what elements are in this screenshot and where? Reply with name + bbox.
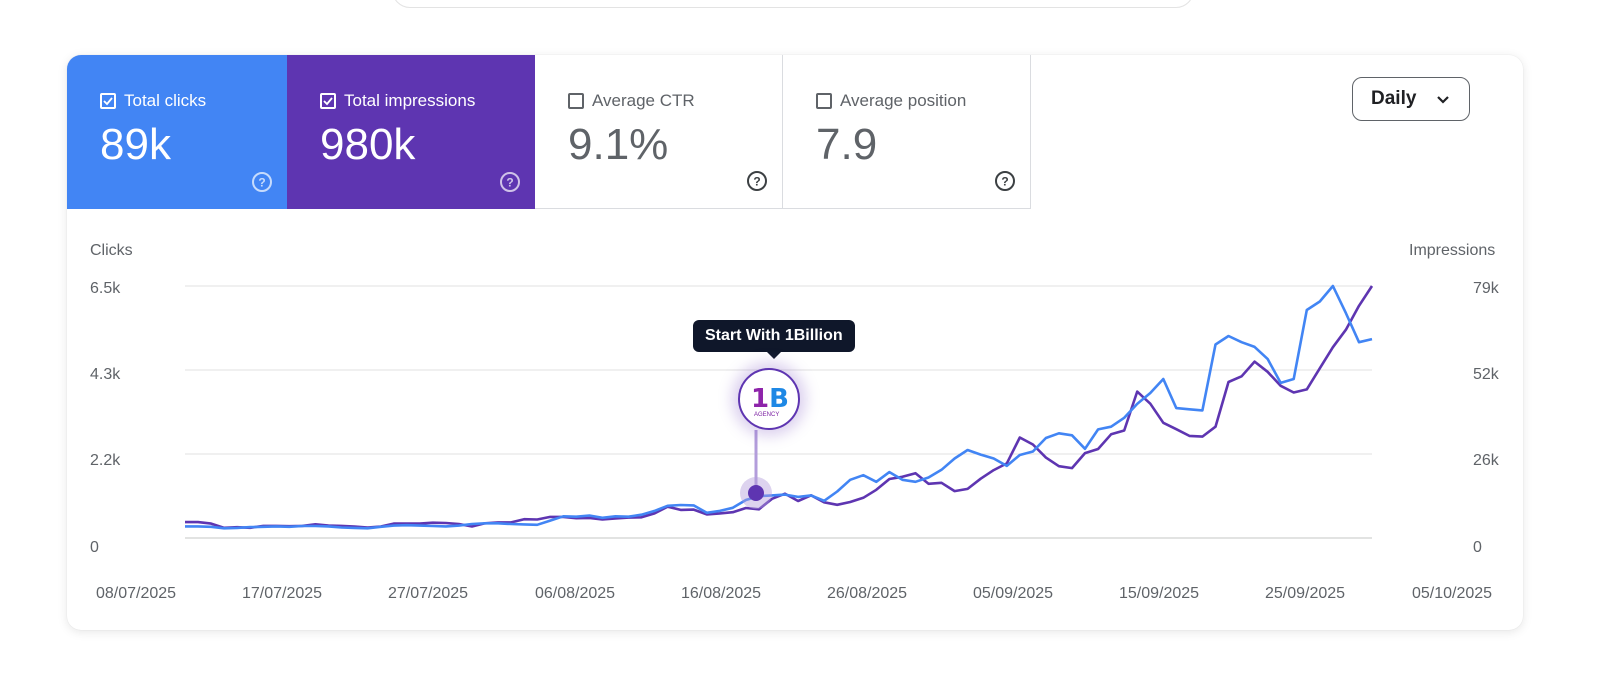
metric-value: 89k [100,120,171,169]
clicks-checkbox[interactable] [100,93,116,109]
metric-value: 980k [320,120,416,169]
svg-text:?: ? [258,176,265,190]
metric-value: 9.1% [568,120,669,169]
metric-label: Total impressions [344,91,476,110]
metric-label: Average CTR [592,91,695,110]
check-icon [323,97,333,106]
svg-text:?: ? [1001,175,1008,189]
chevron-down-icon [1437,96,1449,104]
metric-average-position[interactable]: Average position 7.9 ? [783,55,1031,209]
impressions-checkbox[interactable] [320,93,336,109]
check-icon [103,97,113,106]
position-checkbox[interactable] [816,93,832,109]
metric-average-ctr[interactable]: Average CTR 9.1% ? [535,55,783,209]
period-dropdown[interactable]: Daily [1352,77,1470,121]
search-bar-edge[interactable] [392,0,1194,8]
metric-label: Total clicks [124,91,207,110]
metric-label: Average position [840,91,967,110]
svg-text:?: ? [506,176,513,190]
svg-text:?: ? [753,175,760,189]
performance-card: Total clicks 89k ? Total impressions 980… [67,55,1523,630]
ctr-checkbox[interactable] [568,93,584,109]
help-icon[interactable]: ? [994,170,1016,192]
help-icon[interactable]: ? [746,170,768,192]
metric-total-clicks[interactable]: Total clicks 89k ? [67,55,287,209]
metric-total-impressions[interactable]: Total impressions 980k ? [287,55,535,209]
metric-value: 7.9 [816,120,878,169]
help-icon[interactable]: ? [499,171,521,193]
help-icon[interactable]: ? [251,171,273,193]
period-dropdown-value: Daily [1371,88,1417,109]
